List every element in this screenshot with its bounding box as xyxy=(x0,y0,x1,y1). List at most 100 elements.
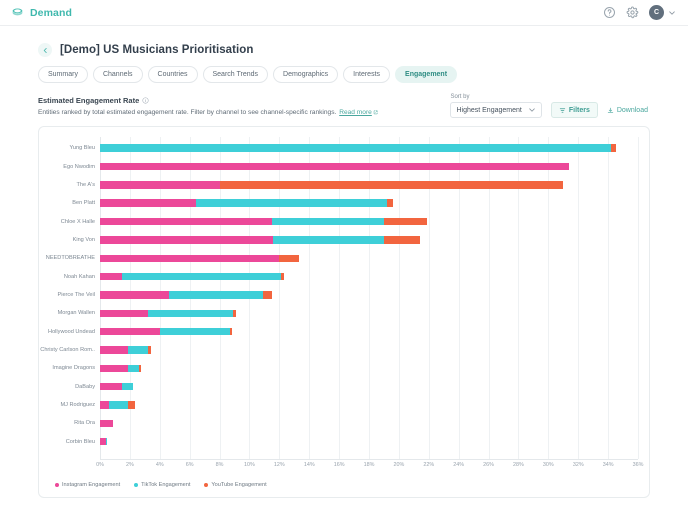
legend-color-dot xyxy=(204,483,209,488)
bar-segment[interactable] xyxy=(386,199,393,207)
bar-segment[interactable] xyxy=(233,309,236,318)
bar-segment[interactable] xyxy=(100,382,123,391)
bar-segment[interactable] xyxy=(122,382,133,391)
bar-segment[interactable] xyxy=(100,327,160,336)
bar-segment[interactable] xyxy=(147,309,233,318)
filters-button[interactable]: Filters xyxy=(550,102,598,119)
chart-row[interactable]: Rita Ora xyxy=(74,414,638,434)
stacked-bar[interactable] xyxy=(100,272,638,281)
bar-segment[interactable] xyxy=(108,401,129,409)
chart-row[interactable]: Pierce The Veil xyxy=(57,285,638,305)
bar-segment[interactable] xyxy=(280,272,284,281)
sort-by-select[interactable]: Highest Engagement xyxy=(450,102,542,119)
chart-row[interactable]: NEEDTOBREATHE xyxy=(46,249,638,269)
section-title-row: Estimated Engagement Rate xyxy=(38,96,378,105)
chart-row[interactable]: Christy Carlson Rom.. xyxy=(40,340,638,360)
bar-segment[interactable] xyxy=(100,437,106,446)
download-button[interactable]: Download xyxy=(607,102,650,118)
stacked-bar[interactable] xyxy=(100,199,638,207)
info-circle-icon[interactable] xyxy=(142,97,149,104)
bar-segment[interactable] xyxy=(383,217,428,226)
bar-segment[interactable] xyxy=(219,181,564,189)
bar-segment[interactable] xyxy=(100,217,272,226)
read-more-link[interactable]: Read more xyxy=(339,109,372,117)
bar-segment[interactable] xyxy=(262,291,272,299)
gear-icon[interactable] xyxy=(626,6,639,19)
tab-countries[interactable]: Countries xyxy=(147,66,198,84)
chart-row[interactable]: Corbin Bleu xyxy=(66,432,638,452)
chart-row[interactable]: Ego Nwodim xyxy=(63,157,638,177)
stacked-bar[interactable] xyxy=(100,437,638,446)
stacked-bar[interactable] xyxy=(100,217,638,226)
chart-row[interactable]: King Von xyxy=(73,230,638,250)
stacked-bar[interactable] xyxy=(100,291,638,299)
filters-label: Filters xyxy=(568,106,590,114)
bar-segment[interactable] xyxy=(100,181,220,189)
bar-segment[interactable] xyxy=(100,309,148,318)
bar-segment[interactable] xyxy=(383,236,420,244)
legend-item[interactable]: TikTok Engagement xyxy=(134,482,190,488)
bar-segment[interactable] xyxy=(100,236,274,244)
tab-search-trends[interactable]: Search Trends xyxy=(202,66,269,84)
chart-row[interactable]: DaBaby xyxy=(75,377,638,397)
legend-item[interactable]: YouTube Engagement xyxy=(204,482,267,488)
legend-item[interactable]: Instagram Engagement xyxy=(55,482,120,488)
bar-segment[interactable] xyxy=(100,272,123,281)
back-button[interactable] xyxy=(38,43,52,57)
chart-row[interactable]: The A's xyxy=(77,175,638,195)
stacked-bar[interactable] xyxy=(100,346,638,354)
stacked-bar[interactable] xyxy=(100,236,638,244)
bar-segment[interactable] xyxy=(100,199,196,207)
bar-segment[interactable] xyxy=(159,327,230,336)
bar-segment[interactable] xyxy=(195,199,387,207)
stacked-bar[interactable] xyxy=(100,364,638,373)
stacked-bar[interactable] xyxy=(100,309,638,318)
bar-segment[interactable] xyxy=(100,144,612,152)
chart-row[interactable]: Yung Bleu xyxy=(69,138,638,158)
bar-segment[interactable] xyxy=(122,272,281,281)
x-axis-tick-label: 14% xyxy=(303,462,315,469)
stacked-bar[interactable] xyxy=(100,401,638,409)
bar-segment[interactable] xyxy=(100,291,169,299)
stacked-bar[interactable] xyxy=(100,181,638,189)
stacked-bar[interactable] xyxy=(100,162,638,171)
bar-segment[interactable] xyxy=(273,236,384,244)
tab-interests[interactable]: Interests xyxy=(343,66,391,84)
bar-segment[interactable] xyxy=(100,364,129,373)
bar-segment[interactable] xyxy=(147,346,151,354)
tab-engagement[interactable]: Engagement xyxy=(395,66,458,84)
bar-segment[interactable] xyxy=(271,217,384,226)
user-menu[interactable]: C xyxy=(649,5,676,20)
bar-segment[interactable] xyxy=(100,254,280,263)
chart-row[interactable]: Imagine Dragons xyxy=(52,359,638,379)
bar-segment[interactable] xyxy=(168,291,263,299)
stacked-bar[interactable] xyxy=(100,144,638,152)
chart-row[interactable]: Morgan Wallen xyxy=(58,304,638,324)
chart-row[interactable]: MJ Rodriguez xyxy=(60,395,638,415)
brand-logo-link[interactable]: Demand xyxy=(11,6,72,19)
bar-segment[interactable] xyxy=(128,401,136,409)
bar-segment[interactable] xyxy=(105,437,108,446)
bar-segment[interactable] xyxy=(100,346,129,354)
tab-channels[interactable]: Channels xyxy=(92,66,143,84)
chart-row[interactable]: Chloe X Halle xyxy=(61,212,638,232)
help-circle-icon[interactable] xyxy=(603,6,616,19)
bar-segment[interactable] xyxy=(279,254,299,263)
stacked-bar[interactable] xyxy=(100,419,638,428)
bar-segment[interactable] xyxy=(611,144,617,152)
chart-row[interactable]: Noah Kahan xyxy=(64,267,638,287)
stacked-bar[interactable] xyxy=(100,254,638,263)
stacked-bar[interactable] xyxy=(100,382,638,391)
tab-demographics[interactable]: Demographics xyxy=(273,66,339,84)
bar-segment[interactable] xyxy=(230,327,233,336)
bar-segment[interactable] xyxy=(138,364,142,373)
bar-segment[interactable] xyxy=(128,364,139,373)
bar-segment[interactable] xyxy=(100,162,570,171)
bar-segment[interactable] xyxy=(100,419,114,428)
chart-row[interactable]: Ben Platt xyxy=(72,193,638,213)
bar-segment[interactable] xyxy=(128,346,148,354)
chart-row[interactable]: Hollywood Undead xyxy=(48,322,638,342)
bar-segment[interactable] xyxy=(100,401,109,409)
stacked-bar[interactable] xyxy=(100,327,638,336)
tab-summary[interactable]: Summary xyxy=(38,66,88,84)
